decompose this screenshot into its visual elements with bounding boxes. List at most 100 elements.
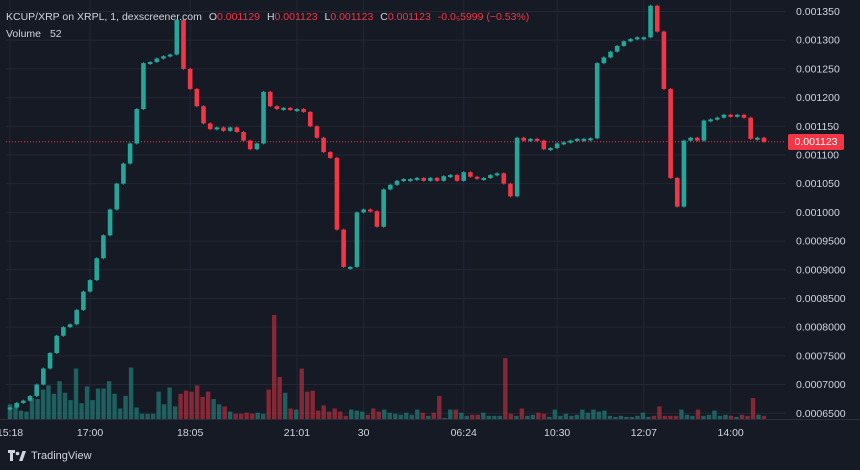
candle — [588, 137, 593, 142]
volume-bar — [717, 415, 723, 419]
candle-body — [414, 177, 420, 180]
candle — [748, 116, 753, 140]
candle — [601, 56, 607, 65]
candle-body — [7, 407, 13, 410]
candle-body — [541, 140, 547, 150]
volume-bar — [216, 404, 222, 419]
candle — [681, 139, 687, 208]
volume-bar — [530, 414, 536, 419]
candle-body — [588, 138, 593, 141]
candle-body — [648, 5, 653, 38]
candle-body — [348, 266, 353, 269]
candle — [301, 108, 306, 113]
volume-bar — [585, 412, 591, 419]
candle-body — [708, 119, 713, 122]
candle-body — [34, 384, 39, 397]
volume-bar — [360, 411, 365, 419]
candle-body — [574, 138, 580, 141]
volume-bar — [470, 414, 475, 419]
candle — [414, 176, 420, 181]
volume-bar — [139, 413, 145, 419]
volume-bar — [409, 414, 414, 419]
volume-bar — [552, 409, 558, 419]
volume-bar — [453, 409, 458, 419]
candle-body — [674, 177, 680, 207]
candle-body — [601, 57, 607, 64]
candle — [401, 178, 406, 183]
candle-body — [181, 20, 186, 69]
candle-body — [748, 117, 753, 139]
volume-bar — [62, 392, 68, 419]
volume-bar — [519, 408, 525, 419]
candle-body — [334, 157, 340, 230]
tradingview-brand[interactable]: TradingView — [8, 450, 92, 462]
candle-body — [554, 143, 560, 149]
time-axis[interactable]: 15:18 17:00 18:05 21:01 30 06:24 10:30 12:07 14:… — [0, 427, 744, 439]
open-value: 0.001129 — [217, 11, 261, 23]
candle — [214, 126, 220, 131]
candle-body — [408, 179, 413, 182]
candle — [561, 141, 567, 146]
volume-bar — [503, 358, 508, 419]
candle-body — [61, 327, 66, 336]
volume-value: 52 — [49, 28, 62, 40]
volume-bar — [200, 396, 205, 419]
low-value: 0.001123 — [330, 11, 374, 23]
candle-body — [74, 309, 80, 325]
candle-body — [501, 173, 507, 184]
tradingview-logo-icon — [8, 450, 26, 461]
high-label: H — [266, 11, 275, 23]
candle-body — [187, 68, 193, 89]
candle-body — [388, 184, 393, 190]
candle — [548, 147, 553, 152]
volume-bar — [613, 416, 618, 419]
candle — [454, 174, 460, 182]
candle-body — [741, 114, 747, 118]
tradingview-label: TradingView — [31, 450, 92, 462]
candle — [508, 182, 513, 198]
grid-lines — [6, 0, 785, 419]
candle — [267, 90, 273, 108]
candle — [514, 136, 520, 198]
candle-body — [614, 45, 620, 52]
volume-bar — [657, 406, 662, 419]
candle — [668, 87, 673, 179]
price-axis[interactable]: 0.001350 0.001300 0.001250 0.001200 0.001150… — [796, 6, 846, 420]
candle-body — [67, 324, 73, 328]
volume-bar — [178, 393, 183, 419]
volume-bar — [101, 388, 106, 419]
candle-body — [214, 127, 220, 130]
volume-bar — [464, 415, 470, 419]
candle — [634, 36, 640, 41]
candle — [374, 210, 380, 228]
close-label: C — [380, 11, 388, 23]
candle — [147, 60, 153, 65]
volume-bar — [580, 409, 585, 419]
volume-bar — [624, 416, 629, 419]
candle-body — [354, 212, 360, 267]
volume-bar — [508, 413, 514, 419]
price-tick-label: 0.001200 — [796, 92, 840, 104]
candle — [714, 116, 720, 121]
volume-bar — [194, 385, 200, 419]
candle-body — [154, 58, 160, 62]
candle-body — [608, 51, 613, 58]
candle — [721, 113, 727, 119]
candle-body — [628, 39, 633, 42]
candle — [221, 126, 226, 132]
candle-body — [368, 209, 373, 212]
candle — [74, 308, 80, 326]
volume-bar — [150, 413, 156, 419]
candle — [34, 383, 39, 398]
volume-bar — [299, 368, 304, 419]
candle — [574, 137, 580, 142]
volume-bar — [497, 415, 503, 419]
candle — [594, 62, 600, 140]
candle — [287, 106, 293, 111]
volume-bar — [249, 413, 255, 419]
volume-bar — [668, 415, 673, 419]
candle — [47, 351, 53, 370]
candle — [241, 131, 246, 142]
candle — [167, 53, 173, 58]
